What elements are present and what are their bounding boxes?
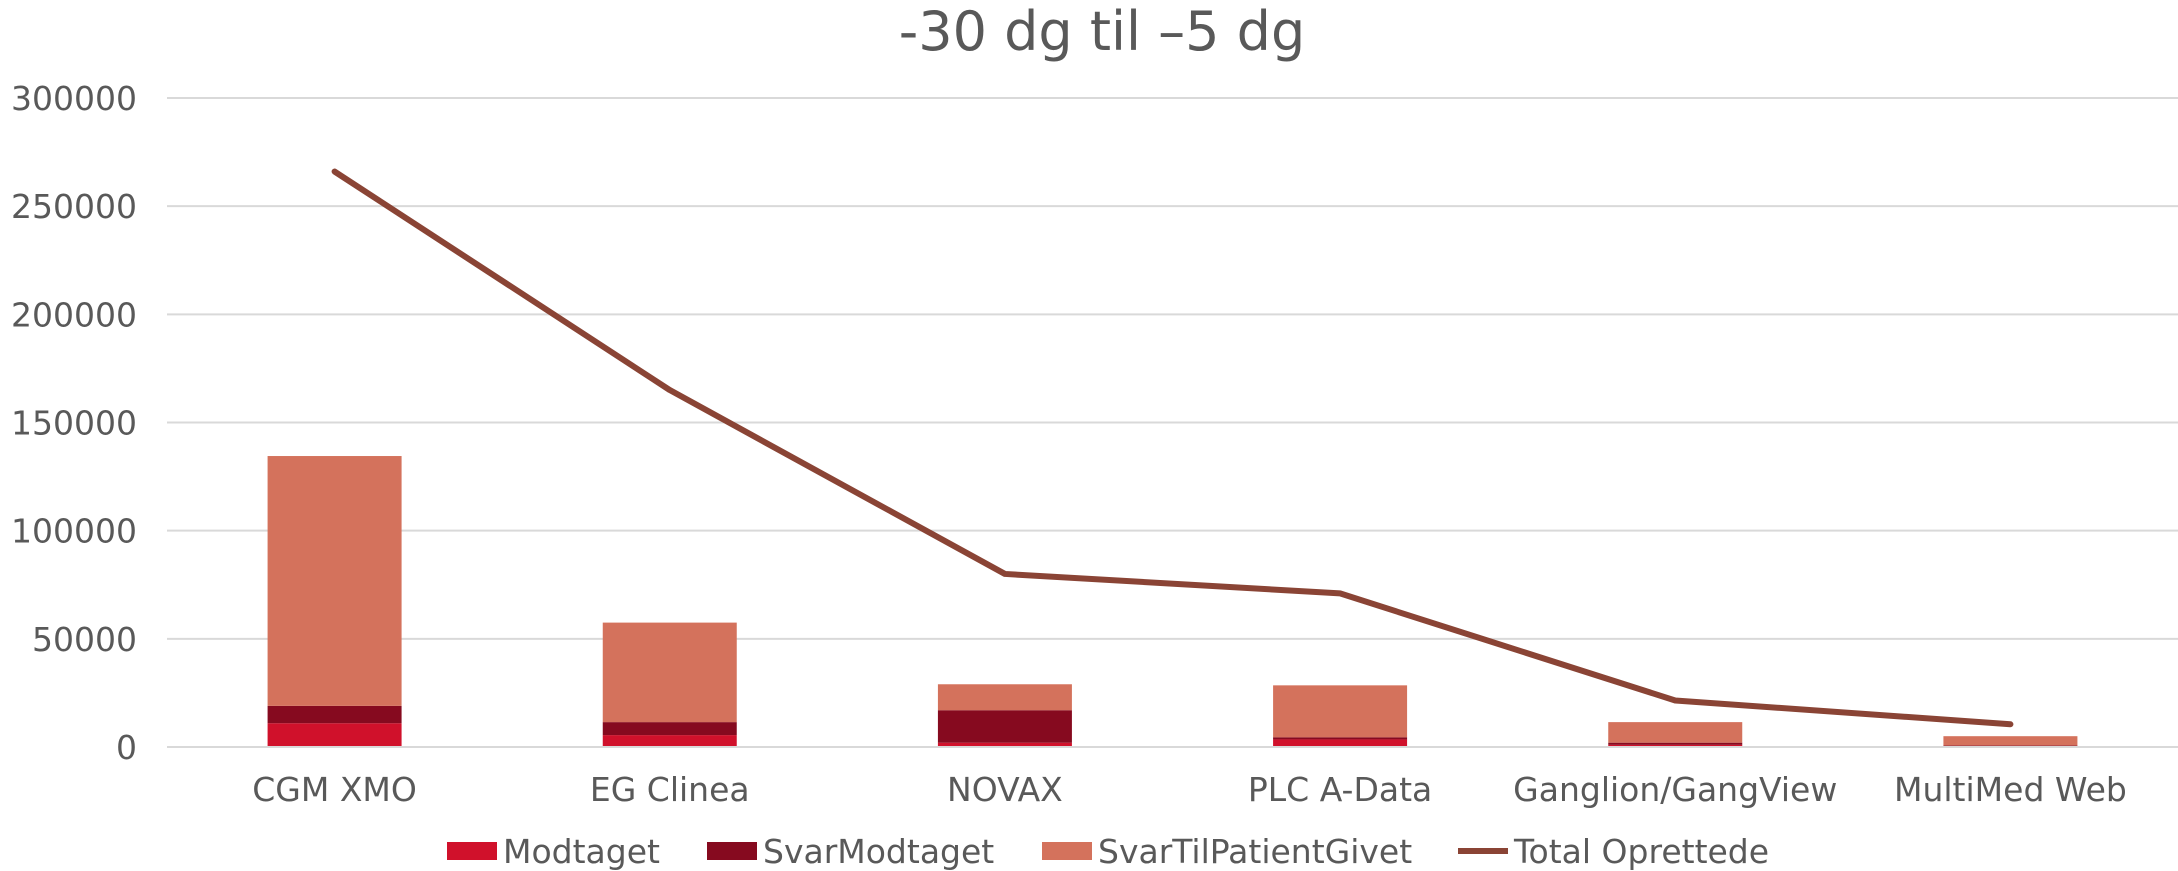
x-category-label: NOVAX: [947, 770, 1063, 809]
bar-segment: [267, 723, 402, 747]
y-tick-label: 200000: [11, 295, 137, 334]
y-tick-label: 300000: [11, 79, 137, 118]
legend-label: SvarModtaget: [763, 832, 994, 871]
line-total-oprettede: [331, 168, 2014, 728]
legend-label: Total Oprettede: [1513, 832, 1769, 871]
legend: Modtaget SvarModtaget SvarTilPatientGivet T…: [447, 832, 1769, 871]
y-axis-ticks: 0 50000 100000 150000 200000 250000 300000: [11, 79, 137, 767]
x-category-label: MultiMed Web: [1894, 770, 2127, 809]
x-category-label: Ganglion/GangView: [1513, 770, 1837, 809]
bar-segment: [602, 735, 737, 747]
legend-swatch: [447, 842, 497, 860]
x-category-label: PLC A-Data: [1248, 770, 1432, 809]
bar-segment: [937, 710, 1072, 743]
bar-segment: [1273, 737, 1408, 740]
bar-segment: [267, 705, 402, 724]
y-tick-label: 0: [116, 728, 137, 767]
legend-swatch: [707, 842, 757, 860]
bar-segment: [1608, 742, 1743, 745]
legend-swatch: [1042, 842, 1092, 860]
y-tick-label: 150000: [11, 404, 137, 443]
bar-segment: [602, 622, 737, 723]
chart-title: -30 dg til –5 dg: [899, 0, 1306, 63]
bar-segment: [1273, 685, 1408, 738]
line-series: [331, 168, 2014, 728]
bar-segment: [1943, 736, 2078, 746]
bar-segment: [1273, 739, 1408, 747]
legend-label: Modtaget: [503, 832, 660, 871]
legend-label: SvarTilPatientGivet: [1098, 832, 1412, 871]
bars: [267, 456, 2078, 747]
x-category-label: CGM XMO: [252, 770, 417, 809]
bar-segment: [937, 684, 1072, 711]
bar-segment: [937, 742, 1072, 747]
x-axis-categories: CGM XMO EG Clinea NOVAX PLC A-Data Ganglion/…: [252, 770, 2127, 809]
bar-segment: [1608, 744, 1743, 747]
y-tick-label: 250000: [11, 187, 137, 226]
bar-segment: [602, 722, 737, 736]
y-tick-label: 50000: [32, 620, 137, 659]
x-category-label: EG Clinea: [590, 770, 750, 809]
bar-segment: [1608, 722, 1743, 743]
bar-segment: [267, 456, 402, 706]
gridlines: [167, 97, 2178, 640]
y-tick-label: 100000: [11, 512, 137, 551]
